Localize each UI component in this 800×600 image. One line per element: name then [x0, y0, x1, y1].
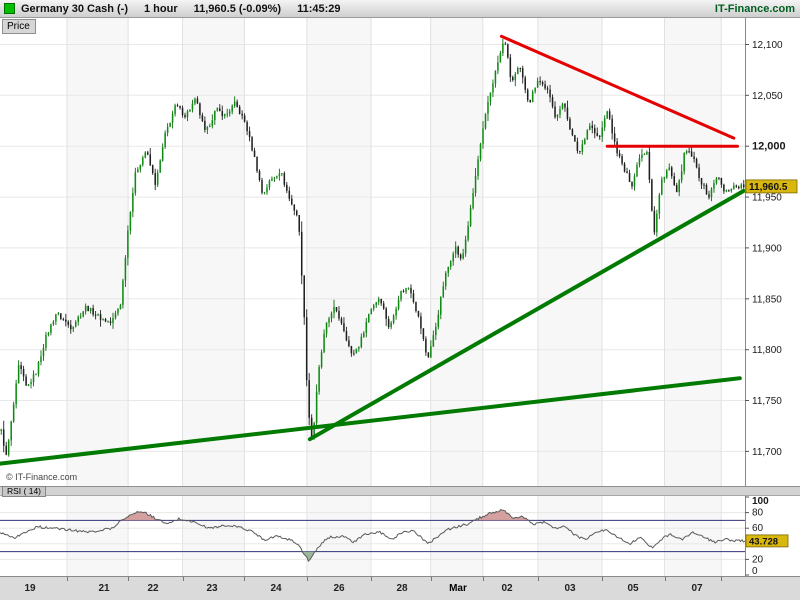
time-axis-label: 02	[501, 583, 513, 594]
price-axis-tick: 12,000	[752, 141, 786, 153]
rsi-gridlines	[0, 496, 745, 576]
indicator-separator: RSI ( 14)	[0, 486, 800, 497]
tab-rsi[interactable]: RSI ( 14)	[2, 486, 47, 497]
price-axis-tick: 11,950	[752, 193, 782, 204]
time-axis-label: 07	[691, 583, 703, 594]
candles-layer	[0, 38, 745, 457]
resistance-trendline[interactable]	[499, 34, 736, 140]
rsi-value-badge: 43.728	[745, 534, 789, 547]
price-axis[interactable]: 12,100 12,050 12,000 11,950 11,900 11,850 11,8…	[745, 18, 800, 486]
rsi-line	[0, 509, 746, 562]
price-axis-tick: 11,900	[752, 243, 782, 254]
clock-label: 11:45:29	[297, 2, 341, 15]
title-bar: Germany 30 Cash (-) 1 hour 11,960.5 (-0.…	[0, 0, 800, 18]
time-axis-label: 05	[627, 583, 639, 594]
svg-text:11,960.5: 11,960.5	[749, 182, 788, 193]
quote-label: 11,960.5 (-0.09%)	[193, 2, 282, 15]
timeframe-label: 1 hour	[143, 2, 178, 15]
support-trendline-steep[interactable]	[307, 189, 746, 442]
svg-text:43.728: 43.728	[749, 536, 778, 547]
instrument-status-icon	[4, 3, 15, 14]
rsi-axis-tick: 100	[752, 496, 769, 507]
price-chart[interactable]: 12,100 12,050 12,000 11,950 11,900 11,850 11,8…	[0, 18, 800, 486]
price-axis-tick: 12,050	[752, 91, 783, 102]
time-axis[interactable]: 19 21 22 23 24 26 28 Mar 02 03 05 07	[0, 576, 800, 600]
rsi-axis-tick: 20	[752, 554, 764, 565]
time-axis-label: 23	[206, 583, 218, 594]
rsi-axis-tick: 80	[752, 508, 764, 519]
time-axis-label: 21	[98, 583, 110, 594]
price-axis-tick: 11,750	[752, 396, 782, 407]
time-axis-label: 28	[396, 583, 408, 594]
price-axis-tick: 12,100	[752, 40, 783, 51]
support-trendline-shallow[interactable]	[0, 376, 742, 466]
time-axis-label: 22	[147, 583, 159, 594]
price-axis-tick: 11,700	[752, 447, 782, 458]
price-axis-tick: 11,850	[752, 294, 782, 305]
last-price-badge: 11,960.5	[745, 179, 798, 194]
watermark: © IT-Finance.com	[6, 472, 78, 482]
brand-label: IT-Finance.com	[714, 2, 795, 15]
time-axis-label: 24	[270, 583, 282, 594]
time-axis-label: 26	[333, 583, 345, 594]
time-axis-label: Mar	[449, 583, 467, 594]
rsi-axis-tick: 0	[752, 566, 758, 576]
time-axis-label: 19	[24, 583, 36, 594]
rsi-axis-tick: 60	[752, 523, 764, 534]
price-axis-tick: 11,800	[752, 345, 782, 356]
time-axis-label: 03	[564, 583, 576, 594]
instrument-name: Germany 30 Cash (-)	[21, 2, 128, 15]
tab-price[interactable]: Price	[2, 19, 36, 34]
